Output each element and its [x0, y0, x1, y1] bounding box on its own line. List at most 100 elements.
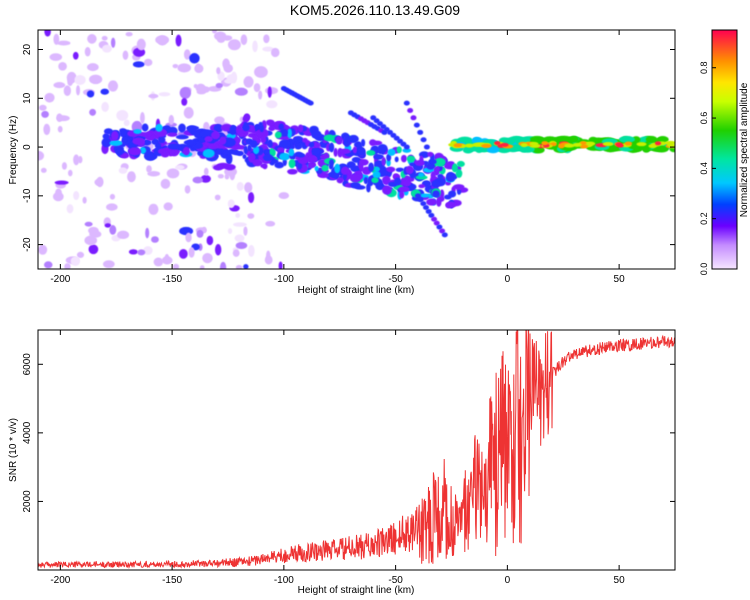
- spectrogram-cell: [132, 137, 145, 145]
- spectrogram-cell: [579, 144, 589, 149]
- spectrogram-cell: [232, 249, 240, 257]
- x-tick-label: 0: [505, 274, 511, 285]
- spectrogram-cell: [423, 205, 430, 211]
- spectrogram-cell: [247, 213, 255, 219]
- spectrogram-cell: [215, 82, 223, 89]
- colorbar: 0.0 0.2 0.4 0.6 0.8 Normalized spectral ampl…: [699, 29, 750, 275]
- spectrogram-cell: [394, 156, 399, 163]
- spectrogram-cell: [240, 34, 248, 46]
- spectrogram-cell: [175, 165, 185, 170]
- spectrogram-y-ticks: -20 -10 0 10 20: [22, 44, 675, 252]
- spectrogram-cell: [183, 139, 196, 146]
- spectrogram-cell: [431, 179, 441, 188]
- spectrogram-cell: [102, 260, 115, 269]
- spectrogram-cell: [425, 208, 432, 214]
- y-tick-label: 20: [22, 44, 33, 56]
- spectrogram-cell: [431, 216, 438, 222]
- spectrogram-cell: [157, 35, 168, 46]
- spectrogram-cell: [178, 123, 186, 133]
- spectrogram-cell: [192, 176, 203, 184]
- spectrogram-cell: [439, 189, 445, 199]
- spectrogram-cell: [287, 128, 292, 139]
- spectrogram-cell: [217, 36, 226, 43]
- spectrogram-cell: [296, 152, 306, 158]
- spectrogram-cell: [456, 160, 465, 168]
- spectrogram-cell: [151, 236, 159, 243]
- spectrogram-cell: [433, 166, 440, 172]
- spectrogram-cell: [247, 191, 255, 204]
- spectrogram-cell: [243, 76, 254, 88]
- spectrogram-cell: [200, 129, 211, 138]
- spectrogram-cell: [417, 129, 424, 135]
- spectrogram-cell: [234, 87, 248, 96]
- spectrogram-x-ticks: -200 -150 -100 -50 0 50: [50, 30, 625, 285]
- spectrogram-cell: [41, 110, 49, 118]
- spectrogram-cell: [381, 175, 391, 186]
- spectrogram-cell: [64, 263, 71, 269]
- spectrogram-cell: [116, 109, 129, 121]
- spectrogram-cell: [272, 159, 279, 164]
- spectrogram-cell: [242, 154, 247, 160]
- spectrogram-cell: [230, 71, 238, 84]
- spectrogram-cell: [202, 148, 215, 158]
- spectrogram-cell: [139, 147, 147, 154]
- spectrogram-cell: [243, 121, 248, 131]
- spectrogram-cell: [57, 40, 71, 46]
- spectrogram-cell: [182, 146, 190, 156]
- spectrogram-cell: [394, 177, 402, 186]
- spectrogram-cell: [417, 197, 424, 203]
- spectrogram-cell: [352, 146, 358, 154]
- spectrogram-cell: [631, 136, 641, 144]
- spectrogram-cell: [307, 155, 318, 163]
- spectrogram-cell: [279, 152, 291, 161]
- spectrogram-cell: [406, 155, 416, 163]
- spectrogram-cell: [57, 125, 63, 133]
- y-tick-label: 4000: [22, 421, 33, 444]
- spectrogram-cell: [49, 53, 63, 61]
- spectrogram-cell: [236, 151, 244, 156]
- spectrogram-cell: [214, 116, 225, 125]
- spectrogram-cell: [84, 235, 98, 246]
- colorbar-ticks: 0.0 0.2 0.4 0.6 0.8: [699, 61, 716, 275]
- spectrogram-cell: [137, 249, 146, 256]
- spectrogram-cell: [148, 203, 159, 215]
- colorbar-tick-label: 0.8: [699, 61, 709, 74]
- spectrogram-cell: [196, 229, 204, 238]
- spectrogram-cell: [175, 34, 182, 47]
- snr-x-label: Height of straight line (km): [298, 585, 415, 596]
- spectrogram-cell: [76, 85, 81, 96]
- x-tick-label: -200: [50, 274, 70, 285]
- spectrogram-cell: [373, 154, 384, 160]
- spectrogram-cell: [386, 159, 391, 167]
- spectrogram-cell: [451, 163, 458, 173]
- spectrogram-cell: [84, 221, 93, 227]
- spectrogram-cell: [350, 165, 361, 172]
- spectrogram-cell: [369, 139, 377, 147]
- spectrogram-cell: [592, 137, 605, 145]
- spectrogram-cell: [615, 142, 623, 147]
- spectrogram-cell: [123, 119, 130, 127]
- spectrogram-cell: [654, 141, 662, 146]
- spectrogram-cell: [335, 136, 342, 145]
- spectrogram-cell: [347, 137, 352, 142]
- spectrogram-cell: [194, 64, 204, 74]
- spectrogram-cell: [145, 227, 150, 239]
- spectrogram-cell: [235, 213, 241, 218]
- spectrogram-cell: [445, 161, 453, 167]
- spectrogram-cell: [72, 51, 79, 60]
- x-tick-label: -150: [162, 274, 182, 285]
- colorbar-label: Normalized spectral amplitude: [739, 82, 750, 217]
- spectrogram-cell: [186, 125, 197, 133]
- spectrogram-cell: [670, 144, 675, 149]
- spectrogram-cell: [399, 190, 405, 199]
- spectrogram-cell: [358, 162, 364, 171]
- x-tick-label: -50: [388, 575, 403, 586]
- spectrogram-cell: [314, 142, 321, 148]
- spectrogram-cell: [208, 143, 219, 150]
- spectrogram-cell: [409, 162, 415, 167]
- y-tick-label: 6000: [22, 353, 33, 376]
- spectrogram-cell: [101, 101, 109, 112]
- spectrogram-cell: [265, 220, 276, 227]
- spectrogram-cell: [56, 113, 63, 123]
- spectrogram-cell: [109, 140, 123, 146]
